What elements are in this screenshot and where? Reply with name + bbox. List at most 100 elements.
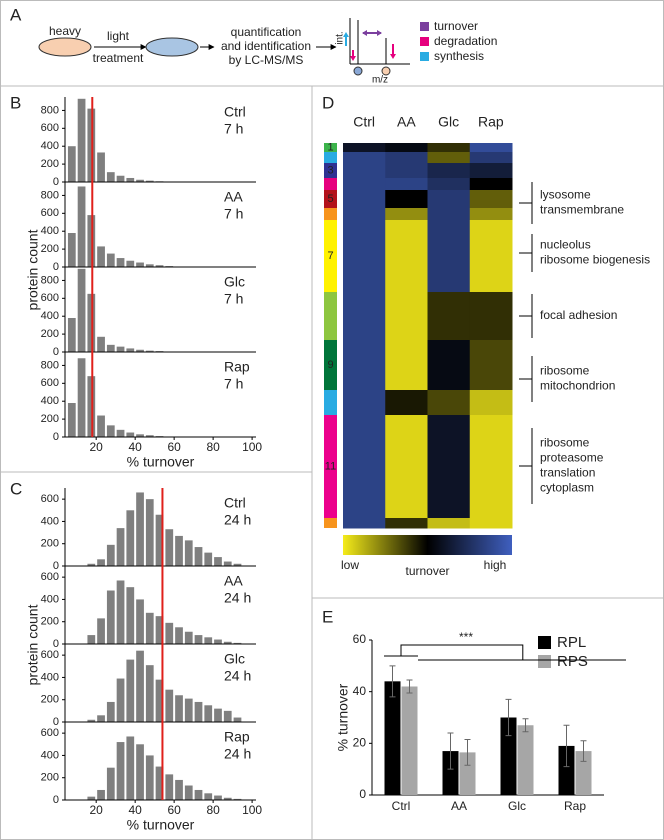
x-tick-label: 80 bbox=[206, 803, 220, 817]
heatmap-cell bbox=[385, 152, 428, 164]
y-tick-label: 200 bbox=[41, 538, 59, 550]
step-label: by LC-MS/MS bbox=[229, 53, 304, 67]
heatmap-cell bbox=[385, 415, 428, 519]
x-tick-label: 100 bbox=[242, 440, 262, 454]
histogram-bar bbox=[77, 186, 86, 267]
heatmap-cell bbox=[469, 190, 513, 209]
heatmap-cell bbox=[343, 208, 386, 221]
histogram-bar bbox=[233, 563, 242, 566]
error-bar bbox=[580, 740, 587, 762]
x-tick-label: 100 bbox=[242, 803, 262, 817]
histogram-bar bbox=[136, 262, 144, 267]
axis-label: m/z bbox=[372, 75, 388, 86]
histogram-bar bbox=[97, 789, 105, 800]
arrow-head bbox=[343, 32, 349, 37]
heatmap-cell bbox=[343, 292, 386, 341]
histogram-bar bbox=[116, 175, 125, 182]
y-tick-label: 400 bbox=[41, 310, 59, 322]
histogram-bar bbox=[214, 639, 222, 644]
heatmap-cell bbox=[469, 390, 513, 416]
chart-subtitle: 7 h bbox=[224, 206, 243, 222]
heatmap-cell bbox=[427, 143, 471, 153]
annotation: translation bbox=[540, 466, 595, 480]
chart-title: Glc bbox=[224, 274, 245, 290]
heatmap-cell bbox=[343, 518, 386, 529]
histogram-bar bbox=[97, 152, 105, 182]
isotope bbox=[353, 66, 363, 76]
histogram-bar bbox=[194, 789, 203, 800]
x-tick-label: 40 bbox=[128, 803, 142, 817]
heatmap-cell bbox=[427, 415, 471, 519]
histogram-bar bbox=[126, 177, 135, 182]
histogram-bar bbox=[155, 679, 164, 722]
legend-swatch bbox=[420, 37, 429, 46]
heatmap-cell bbox=[343, 190, 386, 209]
histogram-bar bbox=[67, 318, 76, 352]
y-tick-label: 600 bbox=[41, 571, 59, 583]
histogram-bar bbox=[97, 336, 105, 352]
histogram-bar bbox=[214, 708, 222, 722]
x-tick-label: 80 bbox=[206, 440, 220, 454]
y-tick-label: 400 bbox=[41, 671, 59, 683]
heatmap-cell bbox=[343, 178, 386, 191]
panel-label: E bbox=[322, 607, 333, 626]
cluster-bar bbox=[324, 220, 337, 292]
histogram-bar bbox=[116, 580, 125, 644]
annotation: focal adhesion bbox=[540, 308, 617, 322]
histogram-bar bbox=[175, 535, 183, 566]
heatmap-cell bbox=[385, 208, 428, 221]
y-tick-label: 600 bbox=[41, 207, 59, 219]
histogram-bar bbox=[97, 618, 105, 644]
heatmap-cell bbox=[343, 415, 386, 519]
histogram-bar bbox=[145, 350, 154, 352]
histogram-bar bbox=[67, 233, 76, 267]
y-tick-label: 0 bbox=[53, 560, 59, 572]
dish-heavy bbox=[38, 37, 92, 57]
chart-title: Ctrl bbox=[224, 495, 246, 511]
histogram-bar bbox=[116, 429, 125, 437]
cluster-bar bbox=[324, 190, 337, 208]
y-tick-label: 600 bbox=[41, 292, 59, 304]
error-bar bbox=[447, 732, 454, 770]
y-tick-label: 600 bbox=[41, 649, 59, 661]
histogram-bar bbox=[214, 795, 222, 800]
x-tick-label: 60 bbox=[167, 803, 181, 817]
bar bbox=[558, 745, 575, 795]
y-tick-label: 600 bbox=[41, 377, 59, 389]
annotation: proteasome bbox=[540, 451, 604, 465]
heatmap-cell bbox=[343, 163, 386, 179]
histogram-bar bbox=[116, 678, 125, 722]
error-bar bbox=[464, 738, 471, 766]
histogram-bar bbox=[155, 265, 164, 267]
histogram-bar bbox=[175, 627, 183, 644]
heatmap-cell bbox=[427, 190, 471, 209]
heatmap-cell bbox=[385, 292, 428, 341]
y-tick-label: 800 bbox=[41, 189, 59, 201]
arrow-head bbox=[390, 54, 396, 59]
heatmap-cell bbox=[469, 220, 513, 293]
histogram-bar bbox=[194, 701, 203, 722]
histogram-bar bbox=[106, 767, 115, 800]
histogram-bar bbox=[233, 717, 242, 722]
histogram-bar bbox=[126, 432, 135, 437]
histogram-bar bbox=[87, 796, 96, 800]
histogram-bar bbox=[106, 701, 115, 722]
cluster-label: 5 bbox=[327, 193, 333, 205]
heatmap-cell bbox=[427, 340, 471, 391]
y-tick-label: 800 bbox=[41, 274, 59, 286]
histogram-bar bbox=[136, 650, 144, 722]
histogram-bar bbox=[116, 528, 125, 566]
heatmap-cell bbox=[385, 220, 428, 293]
dish-light bbox=[145, 37, 199, 57]
chart-subtitle: 24 h bbox=[224, 512, 251, 528]
histogram-bar bbox=[145, 435, 154, 437]
y-tick-label: 200 bbox=[41, 158, 59, 170]
y-tick-label: 600 bbox=[41, 727, 59, 739]
panel-label: A bbox=[10, 5, 22, 24]
histogram-bar bbox=[116, 742, 125, 800]
panel-label: B bbox=[10, 93, 21, 112]
histogram-bar bbox=[126, 510, 135, 566]
chart-subtitle: 24 h bbox=[224, 590, 251, 606]
chart-subtitle: 24 h bbox=[224, 746, 251, 762]
histogram-bar bbox=[223, 641, 232, 644]
